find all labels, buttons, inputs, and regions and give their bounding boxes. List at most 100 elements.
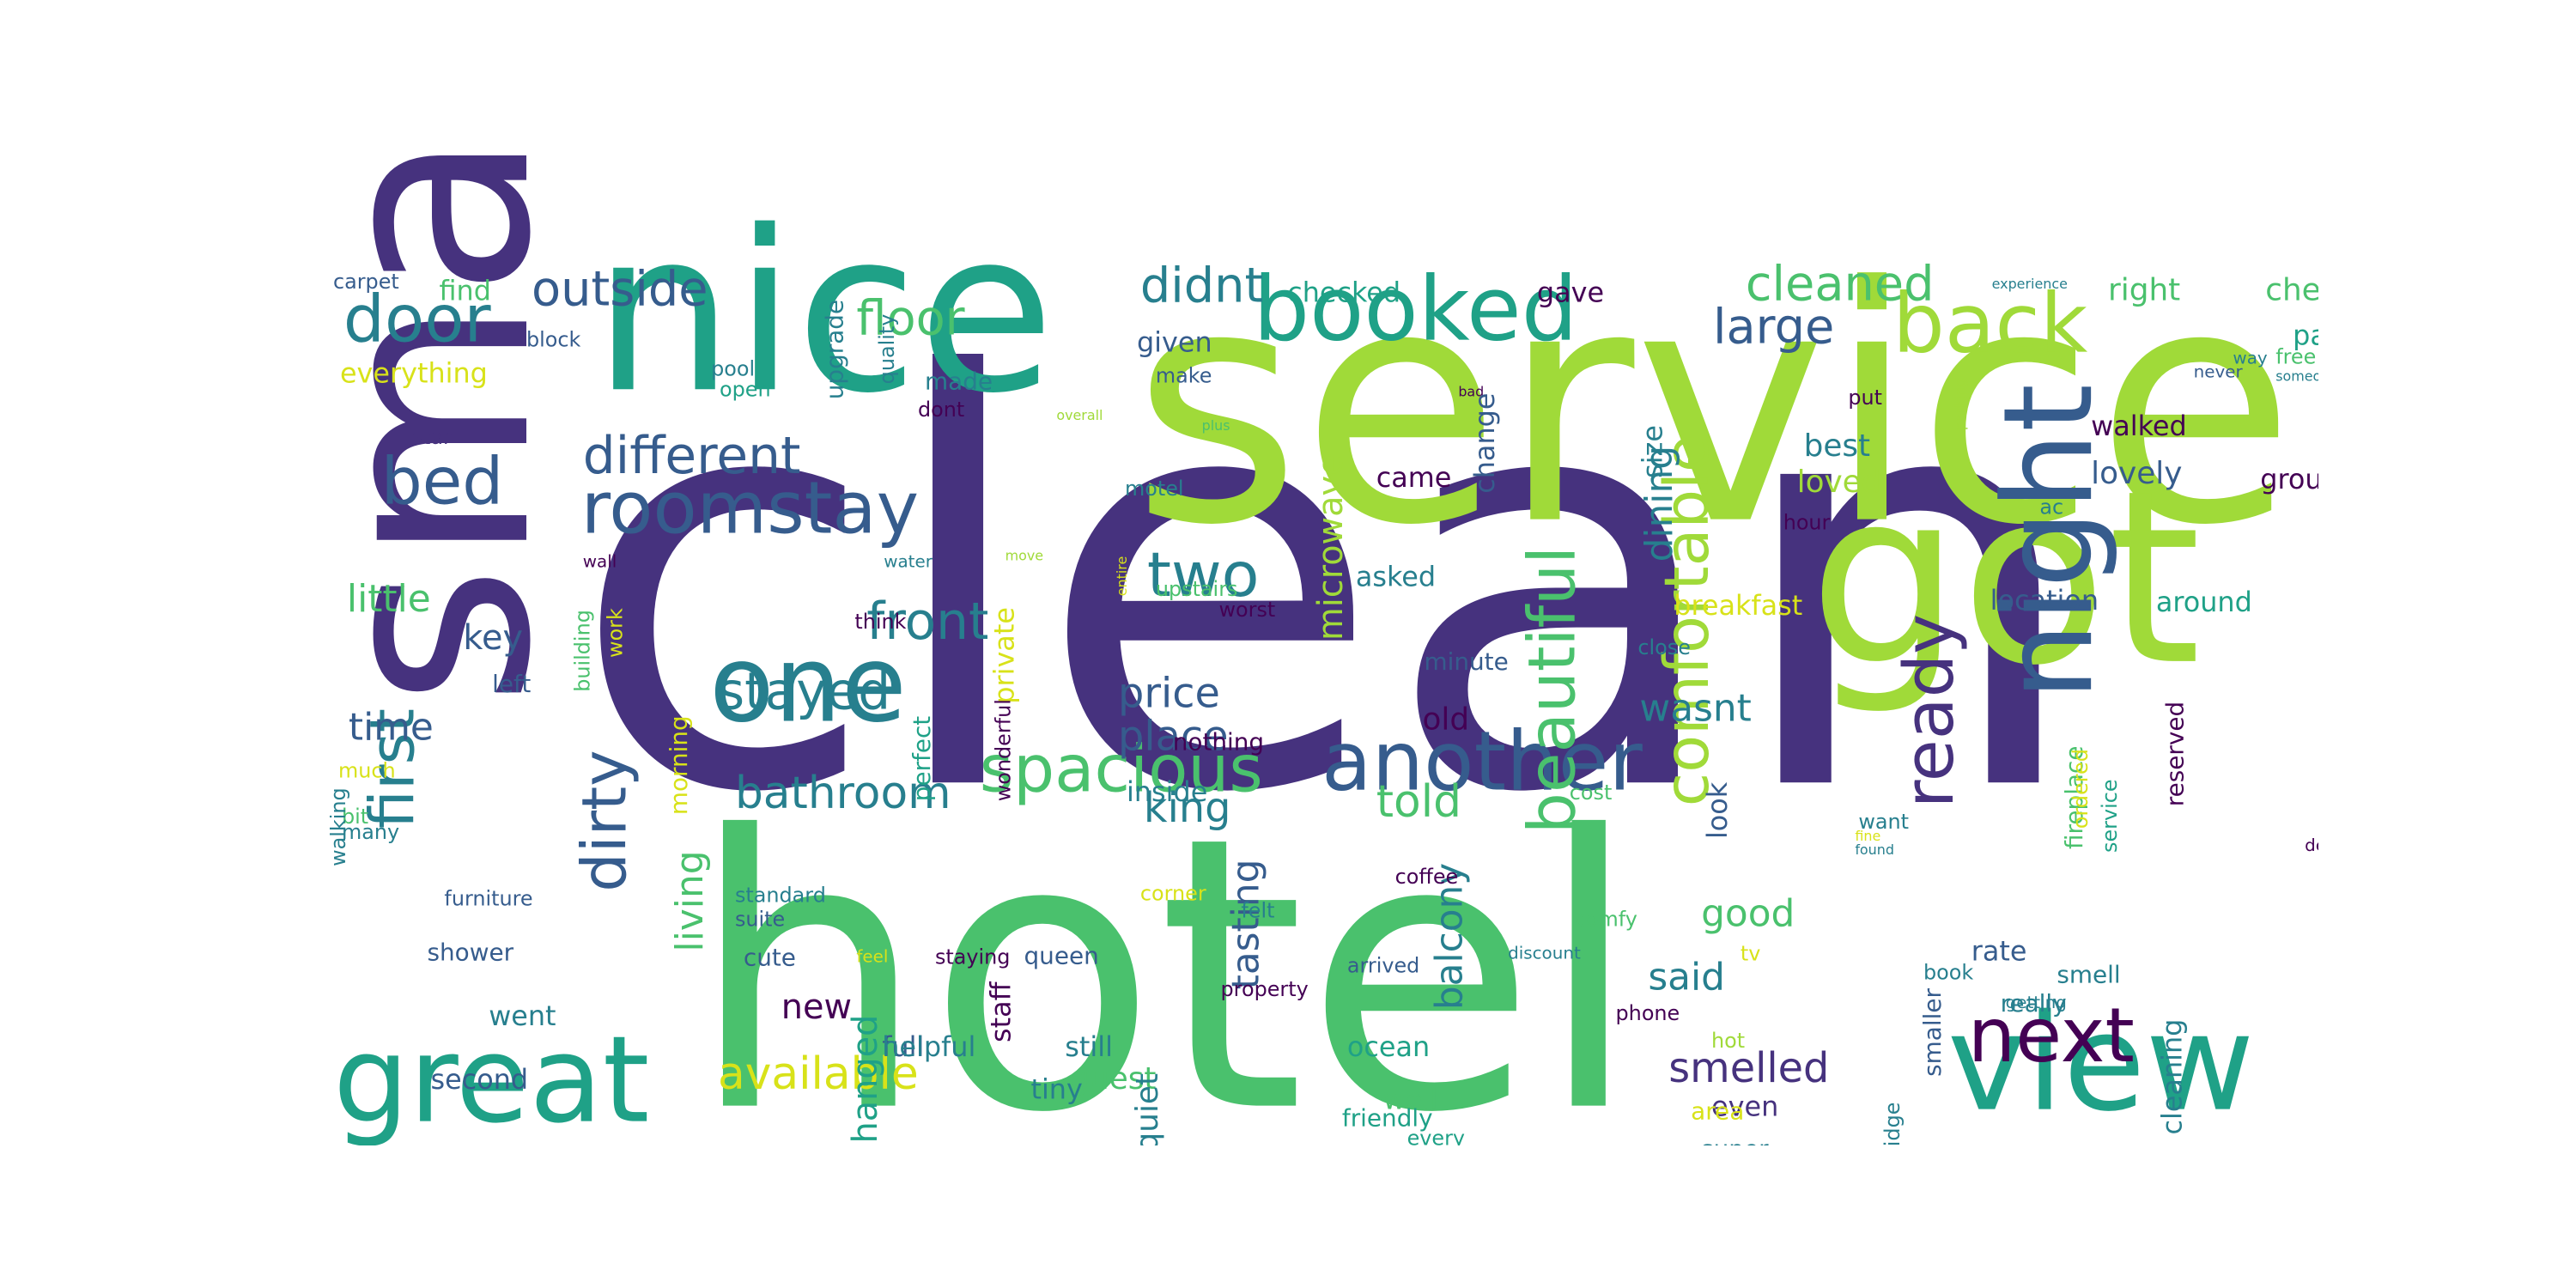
word-make: make	[1156, 363, 1212, 387]
word-smaller: smaller	[1918, 987, 1947, 1076]
word-suite: suite	[735, 908, 785, 932]
word-ground: ground	[2260, 463, 2318, 495]
word-told: told	[1376, 776, 1461, 828]
word-motel: motel	[1125, 477, 1184, 501]
word-little: little	[347, 577, 431, 621]
word-made: made	[925, 367, 993, 395]
word-bit: bit	[342, 805, 368, 829]
word-free: free	[2275, 344, 2316, 368]
word-nice: nice	[593, 184, 1055, 442]
word-smelled: smelled	[1668, 1045, 1829, 1092]
word-building: building	[571, 610, 595, 692]
word-change: change	[1468, 393, 1501, 494]
word-night: night	[1977, 384, 2120, 701]
word-queen: queen	[1024, 941, 1099, 969]
word-roomstay: roomstay	[581, 466, 919, 550]
word-bed: bed	[381, 444, 504, 519]
word-king: king	[1144, 785, 1231, 832]
word-move: move	[1005, 547, 1043, 563]
word-full: full	[882, 1030, 924, 1063]
word-hot: hot	[1711, 1029, 1745, 1053]
word-around: around	[2156, 586, 2252, 618]
word-area: area	[1691, 1097, 1744, 1126]
word-spacious: spacious	[980, 731, 1263, 806]
word-minute: minute	[1424, 647, 1508, 676]
word-clean: clean	[569, 258, 2087, 915]
word-quiet: quiet	[1130, 1073, 1165, 1145]
word-cost: cost	[1570, 781, 1613, 805]
word-given: given	[1137, 325, 1212, 358]
word-cloud: cleanhotelservicesmallnicegotviewbookedg…	[330, 148, 2318, 1145]
word-location: location	[1990, 584, 2099, 617]
word-look: look	[1701, 781, 1734, 839]
word-helpful: helpful	[882, 1030, 975, 1063]
word-water: water	[884, 551, 933, 571]
word-discount: discount	[1508, 943, 1581, 963]
word-nothing: nothing	[1173, 727, 1264, 756]
word-best: best	[1804, 428, 1871, 464]
word-inside: inside	[1127, 775, 1207, 808]
word-got: got	[1809, 439, 2202, 718]
word-really: really	[2001, 989, 2067, 1018]
word-new: new	[781, 987, 852, 1027]
word-gave: gave	[1537, 276, 1604, 309]
word-pool: pool	[711, 356, 755, 380]
word-next: next	[1968, 992, 2135, 1079]
word-guest: guest	[1070, 1061, 1156, 1097]
word-star: star	[412, 425, 452, 449]
word-hour: hour	[1783, 511, 1831, 535]
word-fine: fine	[1855, 828, 1880, 844]
word-staying: staying	[935, 945, 1010, 969]
word-upgrade: upgrade	[820, 300, 848, 399]
word-went: went	[489, 999, 556, 1032]
word-well: well	[1383, 1084, 1437, 1116]
word-way: way	[2233, 348, 2267, 368]
word-ready: ready	[1889, 614, 1969, 808]
word-tv: tv	[1741, 941, 1761, 965]
word-walked: walked	[2091, 410, 2187, 442]
word-find: find	[439, 275, 490, 307]
word-ordered: ordered	[2069, 749, 2093, 829]
word-cloud-canvas: cleanhotelservicesmallnicegotviewbookedg…	[330, 148, 2318, 1145]
word-ocean: ocean	[1347, 1030, 1430, 1063]
word-second: second	[430, 1063, 528, 1096]
word-size: size	[1636, 425, 1668, 478]
word-friendly: friendly	[1342, 1104, 1433, 1133]
word-much: much	[338, 758, 396, 782]
word-bad: bad	[1458, 383, 1484, 399]
word-beautiful: beautiful	[1515, 546, 1590, 834]
word-felt: felt	[1241, 899, 1274, 923]
word-another: another	[1321, 713, 1643, 809]
word-available: available	[718, 1048, 919, 1100]
word-private: private	[988, 607, 1021, 704]
word-came: came	[1376, 461, 1452, 494]
word-ac: ac	[2039, 495, 2063, 519]
word-dirty: dirty	[568, 750, 641, 891]
word-corner: corner	[1140, 882, 1206, 906]
word-said: said	[1648, 955, 1725, 999]
word-even: even	[1711, 1091, 1778, 1123]
word-cleaned: cleaned	[1746, 257, 1935, 313]
word-dining: dining	[1637, 446, 1681, 562]
word-booked: booked	[1253, 258, 1577, 361]
word-hotel: hotel	[689, 757, 1641, 1145]
word-arrived: arrived	[1347, 953, 1419, 977]
word-living: living	[668, 850, 712, 951]
word-getting: getting	[2006, 993, 2067, 1012]
word-phone: phone	[1616, 1001, 1680, 1025]
word-shower: shower	[428, 938, 514, 966]
word-smell: smell	[2057, 960, 2120, 988]
word-block: block	[526, 328, 581, 352]
word-checked: checked	[1287, 276, 1400, 309]
word-tiny: tiny	[1030, 1073, 1082, 1106]
word-door: door	[343, 282, 492, 357]
word-first: first	[356, 708, 428, 829]
word-two: two	[1147, 538, 1260, 611]
word-old: old	[1423, 702, 1470, 738]
word-cute: cute	[744, 943, 796, 971]
word-overall: overall	[1056, 407, 1103, 423]
word-parking: parking	[1952, 379, 1968, 430]
word-reserved: reserved	[2161, 702, 2190, 806]
word-worst: worst	[1219, 598, 1276, 622]
word-large: large	[1713, 300, 1834, 355]
